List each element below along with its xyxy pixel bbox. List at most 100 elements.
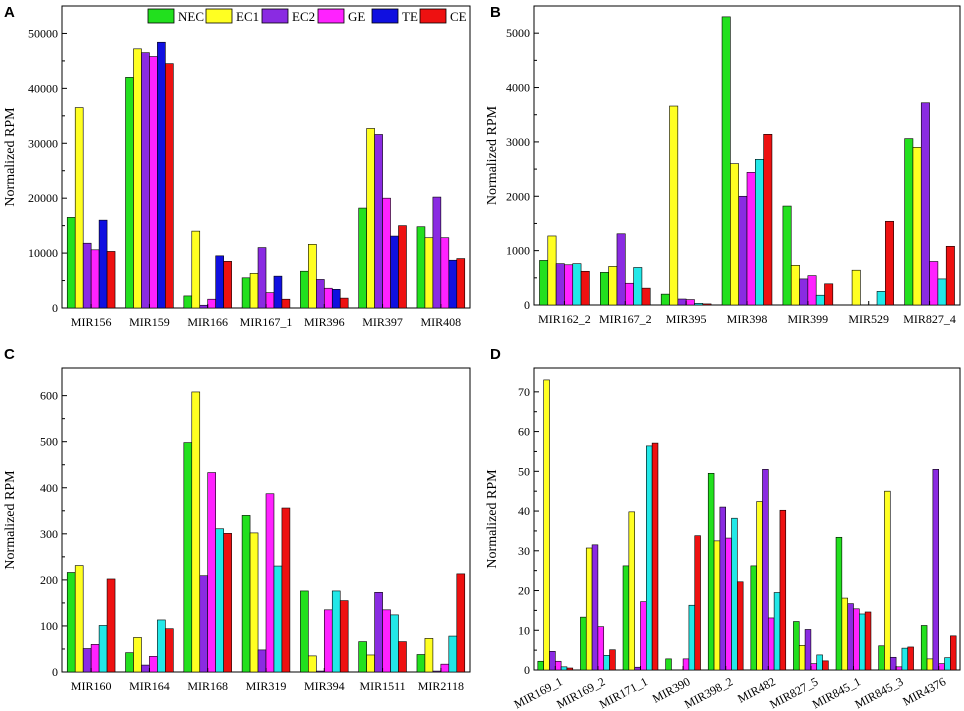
- category-group: [300, 244, 349, 309]
- bar-nec: [125, 77, 134, 309]
- y-tick-label: 2000: [506, 189, 530, 203]
- y-tick-label: 0: [524, 298, 530, 312]
- bar-ge: [807, 275, 817, 306]
- y-axis-label: Normalized RPM: [485, 105, 500, 205]
- bar-nec: [300, 270, 309, 309]
- bar-ce: [106, 251, 116, 309]
- bar-ec1: [884, 490, 891, 671]
- bar-te: [157, 619, 166, 673]
- x-tick-label: MIR168: [187, 679, 228, 693]
- y-tick-label: 4000: [506, 81, 530, 95]
- bar-ge: [207, 298, 216, 309]
- category-group: [183, 391, 232, 673]
- legend-label: GE: [348, 9, 365, 24]
- bar-te: [448, 635, 458, 673]
- y-tick-label: 50000: [28, 26, 58, 40]
- y-tick-label: 30000: [28, 136, 58, 150]
- bar-te: [390, 614, 399, 673]
- bar-ec1: [191, 230, 201, 309]
- bar-ec2: [920, 102, 930, 306]
- category-group: [721, 16, 773, 306]
- y-tick-label: 100: [40, 619, 58, 633]
- bar-ec2: [257, 247, 267, 309]
- x-tick-label: MIR827_4: [903, 312, 956, 326]
- bar-ec2: [549, 651, 556, 671]
- bar-ce: [456, 573, 466, 673]
- category-group: [125, 41, 174, 309]
- bar-ge: [624, 282, 634, 306]
- x-tick-label: MIR398_2: [682, 674, 735, 711]
- y-tick-label: 1000: [506, 244, 530, 258]
- bar-te: [390, 235, 399, 309]
- bar-ge: [207, 472, 216, 673]
- bar-te: [273, 275, 283, 309]
- bar-nec: [358, 641, 367, 673]
- bar-ec1: [308, 655, 317, 673]
- bar-nec: [665, 658, 672, 671]
- category-group: [358, 128, 407, 309]
- panel-a: A 0 10000 20000 30000 40000 50000 Normalized RP…: [3, 4, 471, 329]
- bar-te: [215, 528, 224, 673]
- bar-te: [944, 657, 951, 671]
- x-tick-label: MIR167_2: [599, 312, 652, 326]
- y-tick-label: 0: [52, 301, 58, 315]
- bar-nec: [539, 260, 549, 306]
- category-group: [358, 592, 407, 673]
- bar-ec2: [634, 666, 641, 671]
- panel-letter: C: [4, 346, 15, 363]
- y-tick-label: 70: [518, 385, 530, 399]
- x-tick-label: MIR159: [129, 315, 170, 329]
- bar-ec1: [713, 540, 721, 671]
- bar-ce: [737, 581, 744, 671]
- bar-ec2: [141, 664, 150, 673]
- bar-nec: [835, 536, 843, 671]
- bar-nec: [300, 590, 309, 673]
- legend-label: TE: [402, 9, 418, 24]
- category-group: [660, 105, 712, 306]
- bar-ce: [456, 258, 466, 309]
- bar-ce: [609, 649, 616, 671]
- y-tick-label: 60: [518, 425, 530, 439]
- y-tick-label: 0: [524, 663, 530, 677]
- x-tick-label: MIR319: [246, 679, 287, 693]
- x-tick-label: MIR167_1: [240, 315, 293, 329]
- panel-c: C 0 100 200 300 400 500 600 Normalized RPM MIR160…: [3, 346, 471, 693]
- bar-ge: [323, 287, 333, 309]
- bar-nec: [660, 293, 670, 306]
- y-tick-label: 30: [518, 544, 530, 558]
- category-group: [600, 233, 651, 306]
- bar-ge: [382, 609, 391, 673]
- bar-ec2: [847, 603, 854, 671]
- bar-ge: [929, 261, 939, 306]
- category-group: [416, 573, 466, 673]
- bar-te: [560, 666, 568, 671]
- bar-nec: [358, 207, 367, 309]
- bar-te: [331, 590, 341, 673]
- bar-te: [646, 445, 653, 671]
- legend-item-ec1: EC1: [205, 8, 259, 24]
- bar-ce: [779, 509, 787, 671]
- bar-nec: [125, 652, 134, 673]
- bar-ec1: [926, 658, 934, 671]
- bar-ge: [810, 663, 818, 671]
- bar-ge: [853, 608, 860, 671]
- bar-te: [572, 263, 582, 306]
- bar-ce: [339, 297, 349, 309]
- y-tick-label: 400: [40, 481, 58, 495]
- bar-ge: [564, 264, 574, 306]
- category-group: [580, 544, 616, 671]
- bar-te: [98, 219, 108, 309]
- bar-ec1: [308, 244, 317, 309]
- bar-ec1: [366, 128, 375, 309]
- bar-nec: [878, 645, 885, 671]
- x-tick-label: MIR166: [187, 315, 228, 329]
- category-group: [878, 490, 914, 671]
- bar-ec1: [74, 107, 84, 309]
- x-tick-label: MIR408: [421, 315, 462, 329]
- y-tick-label: 3000: [506, 135, 530, 149]
- bar-ce: [281, 298, 291, 309]
- category-group: [920, 469, 957, 671]
- category-group: [241, 247, 291, 309]
- bar-ce: [651, 442, 659, 671]
- bar-ge: [938, 663, 945, 671]
